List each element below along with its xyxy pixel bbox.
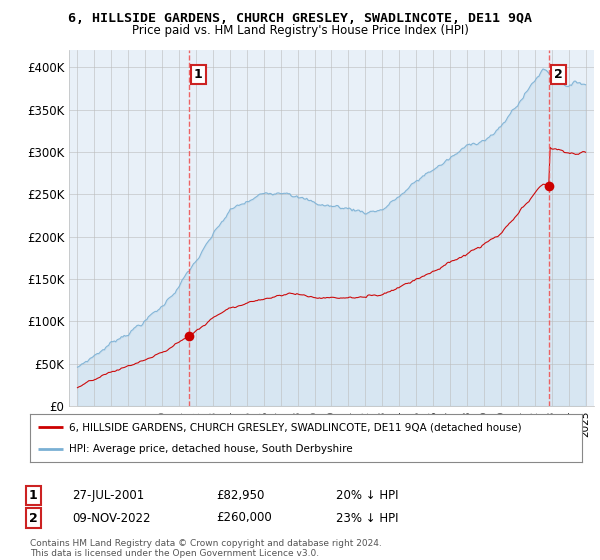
Text: 09-NOV-2022: 09-NOV-2022 — [72, 511, 151, 525]
Text: 6, HILLSIDE GARDENS, CHURCH GRESLEY, SWADLINCOTE, DE11 9QA (detached house): 6, HILLSIDE GARDENS, CHURCH GRESLEY, SWA… — [68, 422, 521, 432]
Text: 1: 1 — [29, 489, 37, 502]
Text: 2: 2 — [29, 511, 37, 525]
Text: Contains HM Land Registry data © Crown copyright and database right 2024.
This d: Contains HM Land Registry data © Crown c… — [30, 539, 382, 558]
Text: 27-JUL-2001: 27-JUL-2001 — [72, 489, 144, 502]
Text: HPI: Average price, detached house, South Derbyshire: HPI: Average price, detached house, Sout… — [68, 444, 352, 454]
Text: £82,950: £82,950 — [216, 489, 265, 502]
Text: £260,000: £260,000 — [216, 511, 272, 525]
Text: 23% ↓ HPI: 23% ↓ HPI — [336, 511, 398, 525]
Text: 2: 2 — [554, 68, 563, 81]
Text: Price paid vs. HM Land Registry's House Price Index (HPI): Price paid vs. HM Land Registry's House … — [131, 24, 469, 36]
Text: 6, HILLSIDE GARDENS, CHURCH GRESLEY, SWADLINCOTE, DE11 9QA: 6, HILLSIDE GARDENS, CHURCH GRESLEY, SWA… — [68, 12, 532, 25]
Text: 1: 1 — [194, 68, 203, 81]
Text: 20% ↓ HPI: 20% ↓ HPI — [336, 489, 398, 502]
